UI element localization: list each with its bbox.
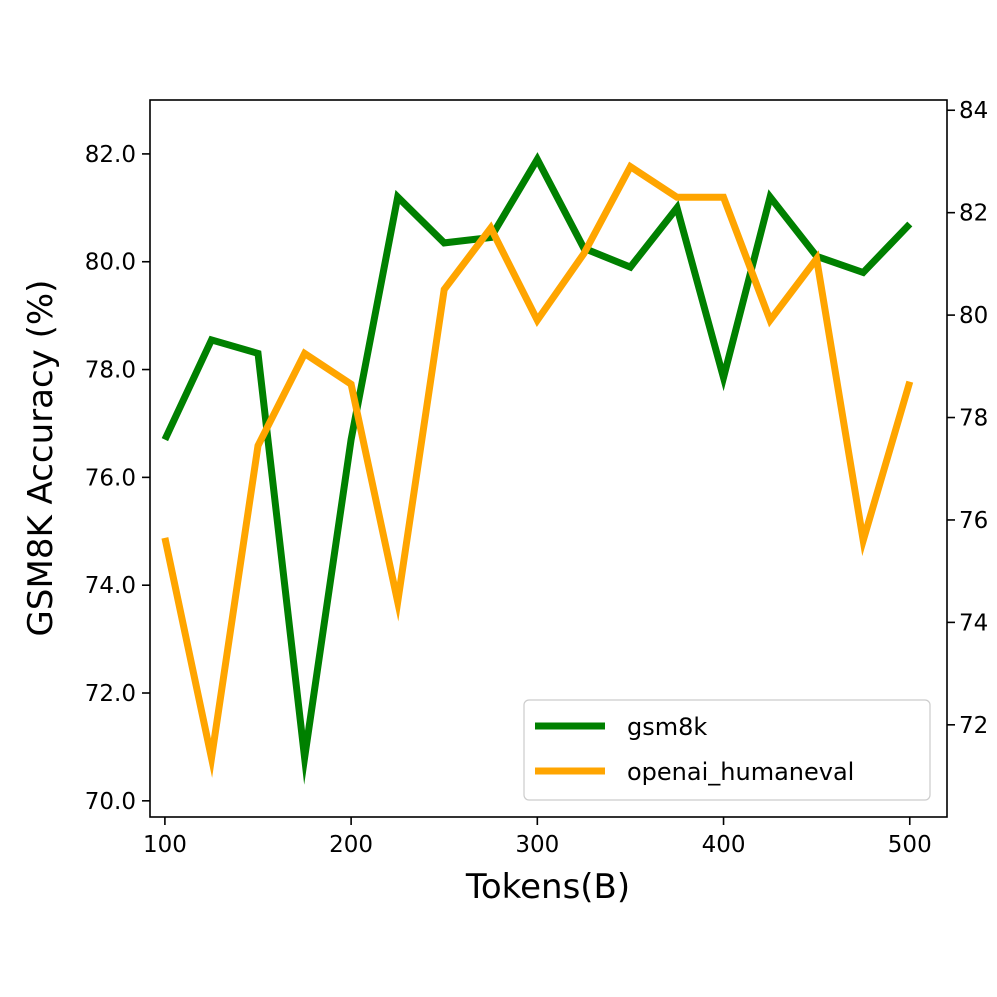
x-tick-label: 400 [702, 832, 746, 858]
y2-tick-label: 74 [959, 610, 988, 636]
plot-frame [149, 99, 948, 818]
x-tick-label: 100 [143, 832, 187, 858]
x-axis: 100 200 300 400 500 [143, 817, 932, 858]
y-axis-title: GSM8K Accuracy (%) [21, 280, 61, 637]
y2-tick-label: 72 [959, 713, 988, 739]
y2-tick-label: 80 [959, 303, 988, 329]
y2-tick-label: 84 [959, 98, 988, 124]
x-axis-title: Tokens(B) [465, 867, 630, 907]
legend-label-gsm8k: gsm8k [627, 713, 707, 741]
y-tick-label: 74.0 [85, 573, 136, 599]
legend-label-openai-humaneval: openai_humaneval [627, 758, 854, 786]
series-line-openai-humaneval [161, 161, 914, 778]
y2-tick-label: 78 [959, 406, 988, 432]
x-tick-label: 300 [515, 832, 559, 858]
y-tick-label: 78.0 [85, 358, 136, 384]
y-tick-label: 76.0 [85, 465, 136, 491]
y2-tick-label: 76 [959, 508, 988, 534]
y-tick-label: 72.0 [85, 681, 136, 707]
legend: gsm8k openai_humaneval [523, 699, 931, 801]
y2-tick-label: 82 [959, 201, 988, 227]
y-tick-label: 70.0 [85, 789, 136, 815]
y-tick-label: 80.0 [85, 250, 136, 276]
x-tick-label: 200 [329, 832, 373, 858]
legend-box [523, 699, 931, 801]
plot-area [161, 152, 914, 785]
y-tick-label: 82.0 [85, 142, 136, 168]
x-tick-label: 500 [888, 832, 932, 858]
y-axis-left: 70.0 72.0 74.0 76.0 78.0 80.0 82.0 [85, 142, 150, 815]
y-axis-right: 72 74 76 78 80 82 84 [947, 98, 988, 739]
series-line-gsm8k [161, 152, 913, 785]
